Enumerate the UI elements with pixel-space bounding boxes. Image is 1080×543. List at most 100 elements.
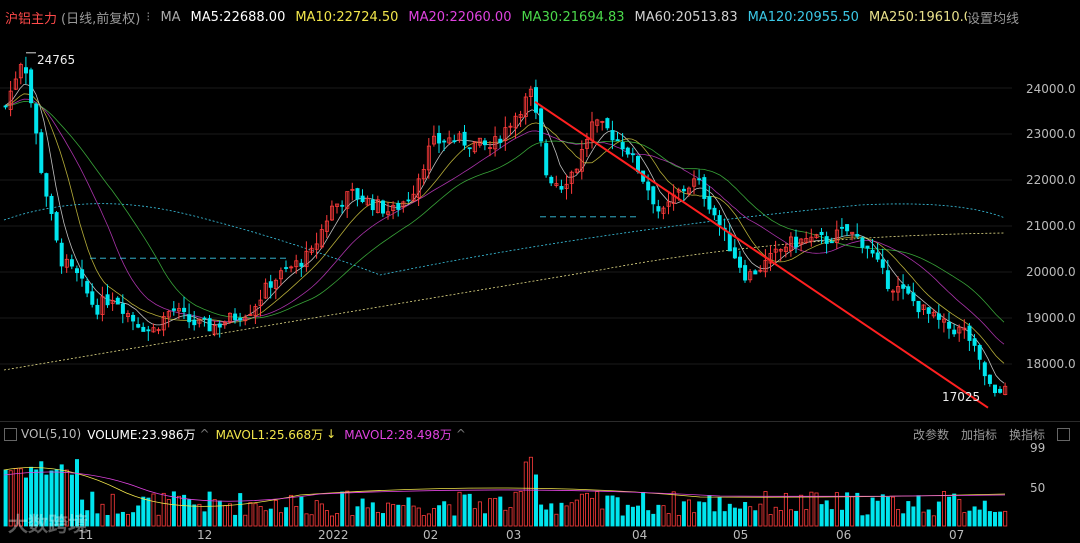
candle-body — [406, 199, 411, 202]
candle-body — [467, 147, 472, 150]
candle-body — [503, 127, 508, 142]
candle-body — [375, 199, 380, 213]
candle-body — [365, 197, 370, 206]
candle-body — [743, 265, 748, 281]
candle-body — [554, 183, 559, 187]
volume-bar — [595, 491, 600, 527]
ma10-value: MA10:22724.50 — [295, 9, 399, 25]
volume-bar — [564, 505, 569, 527]
candle-body — [936, 313, 941, 320]
volume-bar — [656, 504, 661, 527]
volume-tick: 50 — [1030, 481, 1046, 495]
volume-bar — [278, 512, 283, 527]
close-icon[interactable] — [1057, 427, 1070, 441]
volume-bar — [151, 493, 156, 527]
volume-bar — [753, 510, 758, 527]
volume-bar — [829, 509, 834, 527]
volume-bar — [712, 511, 717, 527]
candle-body — [294, 260, 299, 268]
volume-bar — [431, 508, 436, 527]
volume-bar — [299, 496, 304, 527]
volume-bar — [569, 502, 574, 527]
volume-bar — [437, 505, 442, 527]
volume-bar — [345, 490, 350, 527]
candle-body — [309, 247, 314, 253]
swap-indicator-button[interactable]: 换指标 — [1008, 427, 1045, 442]
volume-bar — [85, 510, 90, 527]
candle-body — [666, 201, 671, 207]
candle-body — [238, 317, 243, 321]
volume-bar — [90, 491, 95, 527]
volume-bar — [171, 491, 176, 527]
volume-bar — [967, 510, 972, 527]
volume-value: VOLUME:23.986万 — [87, 427, 196, 442]
candle-body — [549, 176, 554, 184]
volume-bar — [141, 496, 146, 527]
candle-body — [253, 306, 258, 316]
volume-bar — [294, 505, 299, 527]
volume-bar — [488, 498, 493, 527]
candle-body — [202, 317, 207, 320]
volume-bar — [936, 501, 941, 527]
candle-body — [697, 178, 702, 181]
candle-body — [80, 269, 85, 279]
candle-body — [809, 236, 814, 242]
change-params-button[interactable]: 改参数 — [912, 427, 949, 442]
volume-bar — [493, 497, 498, 527]
volume-bar — [197, 503, 202, 527]
candle-body — [472, 141, 477, 153]
volume-bar — [773, 506, 778, 527]
volume-bar — [340, 491, 345, 527]
candle-body — [942, 318, 947, 323]
volume-bar — [319, 503, 324, 527]
settings-icon[interactable]: ⁝ — [146, 9, 151, 25]
candle-body — [207, 318, 212, 332]
candle-body — [753, 270, 758, 275]
ma20-value: MA20:22060.00 — [408, 9, 512, 25]
period-label[interactable]: (日线,前复权) — [61, 11, 141, 27]
price-tick: 22000.0 — [1026, 173, 1076, 187]
vol-label[interactable]: VOL(5,10) — [21, 427, 82, 441]
trend-line — [534, 100, 989, 409]
add-indicator-button[interactable]: 加指标 — [960, 427, 997, 442]
volume-bar — [289, 494, 294, 527]
candle-body — [534, 87, 539, 113]
volume-tick: 99 — [1030, 441, 1046, 455]
volume-bar — [120, 511, 125, 527]
candle-body — [187, 314, 192, 323]
volume-bar — [702, 502, 707, 527]
x-tick: 2022 — [318, 528, 349, 542]
candle-body — [34, 103, 39, 134]
volume-bar — [600, 508, 605, 527]
volume-bar — [248, 502, 253, 527]
candle-body — [304, 250, 309, 268]
volume-bar — [396, 504, 401, 527]
volume-bar — [462, 494, 467, 527]
symbol-title[interactable]: 沪铝主力 — [5, 11, 58, 27]
price-tick: 23000.0 — [1026, 127, 1076, 141]
ma5-value: MA5:22688.00 — [190, 9, 286, 25]
candle-body — [401, 201, 406, 208]
collapse-icon[interactable] — [4, 427, 17, 441]
volume-bar — [18, 468, 23, 527]
candle-body — [569, 171, 574, 184]
volume-bar — [442, 501, 447, 527]
candle-body — [732, 247, 737, 259]
candle-body — [773, 248, 778, 253]
candle-body — [136, 324, 141, 328]
volume-bar — [579, 493, 584, 527]
candle-body — [386, 211, 391, 215]
candle-body — [329, 205, 334, 221]
candle-body — [656, 206, 661, 212]
candle-body — [661, 207, 666, 214]
candle-body — [18, 64, 23, 79]
candle-body — [738, 256, 743, 268]
candle-body — [957, 326, 962, 334]
set-ma-button[interactable]: 设置均线 — [966, 11, 1019, 27]
volume-bar — [131, 512, 136, 527]
candle-body — [579, 149, 584, 172]
candle-body — [319, 229, 324, 248]
candle-body — [676, 189, 681, 193]
candle-body — [416, 178, 421, 199]
